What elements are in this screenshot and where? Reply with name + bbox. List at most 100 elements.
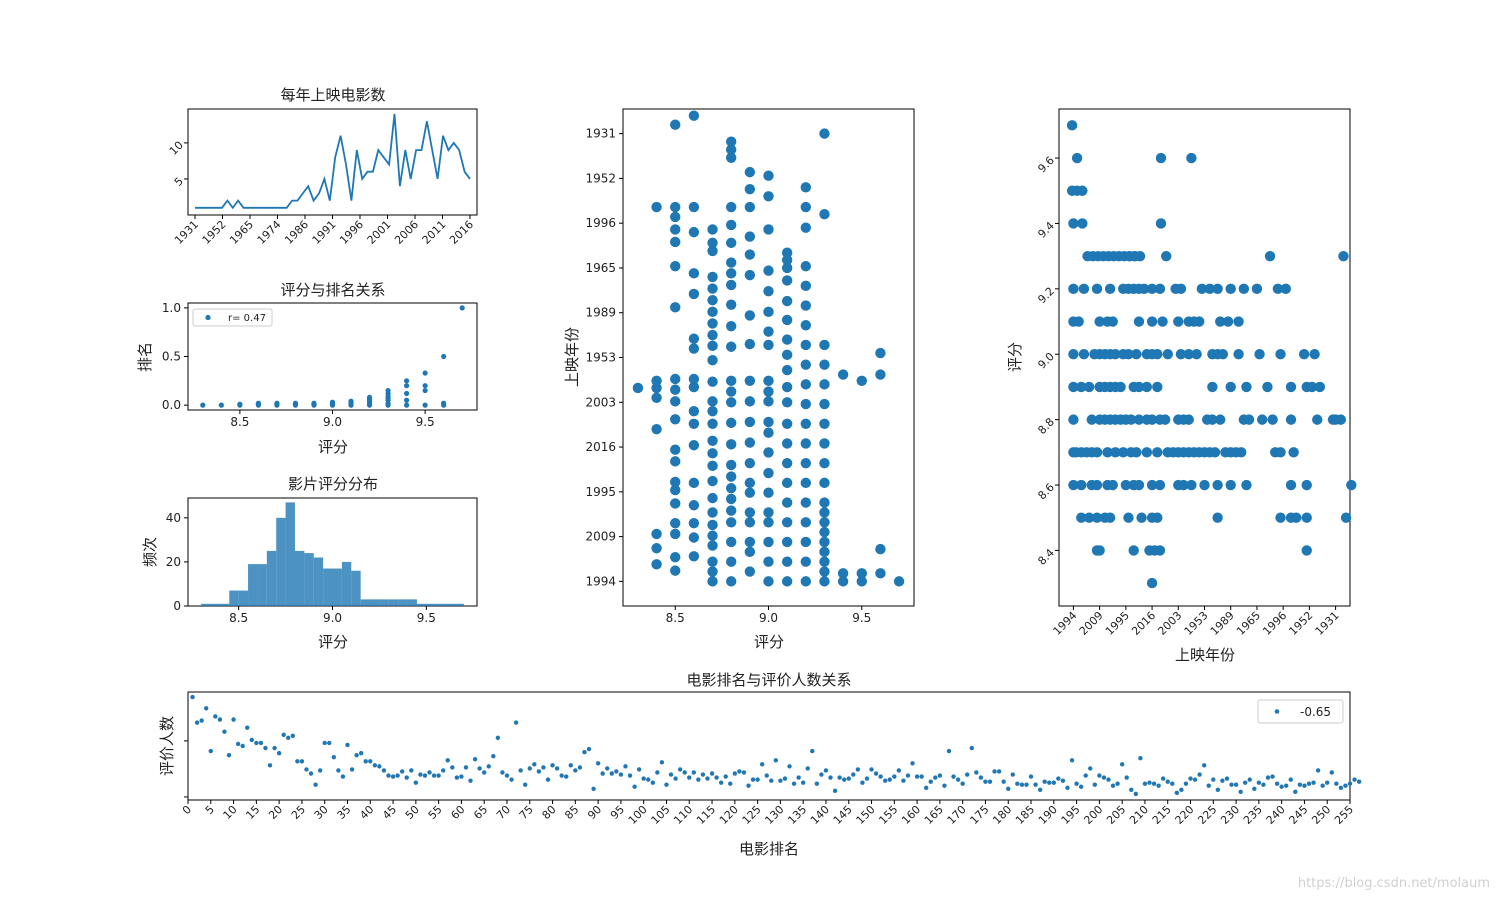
score-year-point (763, 386, 774, 397)
rank-votes-point (591, 786, 596, 791)
year-score-point (1133, 479, 1145, 491)
year-count-xtick-label: 2011 (420, 218, 449, 247)
rank-votes-xtick-label: 40 (357, 803, 376, 822)
score-year-point (744, 546, 756, 558)
score-rank-point (422, 383, 428, 389)
score-year-point (744, 437, 756, 448)
score-year-point (707, 237, 718, 249)
score-year-ytick-label: 1996 (585, 216, 616, 230)
rank-votes-point (568, 763, 573, 768)
rank-votes-point (368, 759, 373, 764)
score-rank-point (404, 397, 410, 403)
rank-votes-point (504, 773, 510, 778)
year-score-point (1178, 479, 1189, 491)
year-score-point (1212, 479, 1223, 491)
rank-votes-xtick-label: 155 (876, 803, 900, 827)
rank-votes-xtick-label: 100 (626, 803, 650, 827)
score-year-point (725, 341, 737, 352)
score-year-point (725, 237, 737, 249)
score-hist-bar (379, 599, 389, 606)
year-score-ytick-label: 9.0 (1035, 350, 1057, 372)
score-year-point (725, 483, 737, 494)
score-year-ytick-label: 1931 (585, 127, 616, 141)
score-year-point (725, 144, 737, 155)
score-year-point (725, 136, 737, 147)
year-score-point (1091, 447, 1103, 458)
rank-votes-point (668, 772, 674, 777)
score-year-point (819, 209, 830, 220)
score-year-ytick-label: 1952 (585, 171, 616, 185)
score-year-point (781, 556, 793, 567)
score-hist-bar (257, 564, 267, 606)
year-score-point (1071, 152, 1083, 164)
score-hist-xtick-label: 9.0 (323, 611, 342, 625)
score-rank-point (422, 387, 428, 394)
score-year-point (725, 375, 737, 386)
rank-votes-xtick-label: 215 (1150, 803, 1174, 827)
year-score-point (1120, 479, 1132, 491)
rank-votes-point (194, 720, 200, 725)
year-score-point (1186, 152, 1197, 164)
year-score-point (1285, 381, 1297, 393)
rank-votes-point (873, 771, 879, 776)
rank-votes-point (841, 777, 847, 782)
score-year-point (707, 245, 718, 257)
rank-votes-point (377, 764, 382, 769)
rank-votes-xtick-label: 70 (494, 803, 513, 822)
score-year-point (875, 568, 886, 579)
year-score-point (1212, 512, 1223, 523)
year-score-point (1173, 316, 1184, 327)
rank-votes-point (810, 748, 815, 754)
rank-votes-point (272, 745, 277, 751)
score-rank-point (366, 394, 373, 400)
score-year-point (744, 536, 756, 548)
score-hist-bar (248, 564, 258, 606)
rank-votes-point (718, 780, 724, 785)
year-score-point (1068, 381, 1079, 393)
score-rank-ytick-label: 0.0 (162, 398, 181, 412)
score-year-point (707, 318, 718, 329)
score-year-point (707, 406, 718, 417)
rank-votes-point (500, 770, 505, 775)
score-year-point (670, 396, 681, 407)
rank-votes-point (208, 748, 213, 754)
rank-votes-point (1083, 773, 1088, 778)
score-year-point (800, 260, 812, 272)
rank-votes-point (978, 775, 984, 780)
score-year-point (819, 418, 830, 429)
year-count-xtick-label: 1952 (200, 218, 229, 247)
rank-votes-point (887, 777, 892, 782)
year-score-point (1133, 381, 1145, 393)
rank-votes-point (1247, 777, 1252, 782)
rank-votes-point (281, 732, 286, 737)
score-year-point (819, 566, 830, 577)
rank-votes-point (687, 775, 692, 780)
year-score-point (1204, 283, 1215, 295)
year-score-point (1233, 316, 1244, 327)
score-year-point (670, 236, 681, 248)
year-score-ytick-label: 9.4 (1035, 219, 1057, 241)
rank-votes-point (595, 761, 601, 766)
year-score-point (1115, 381, 1126, 393)
score-year-point (781, 314, 793, 326)
score-year-point (670, 456, 681, 467)
year-score-xtick-label: 2003 (1155, 609, 1184, 638)
rank-votes-point (1284, 783, 1289, 788)
rank-votes-point (924, 785, 929, 790)
score-year-point (763, 536, 774, 548)
rank-votes-point (1206, 783, 1211, 788)
score-year-point (819, 438, 830, 449)
score-year-point (670, 484, 681, 496)
year-score-point (1110, 349, 1121, 360)
score-year-point (725, 459, 737, 471)
year-score-point (1077, 218, 1088, 229)
score-rank-ylabel: 排名 (136, 342, 154, 372)
score-year-point (651, 201, 662, 213)
score-year-point (819, 556, 830, 567)
score-year-point (744, 507, 756, 518)
rank-votes-point (1211, 777, 1216, 782)
year-score-point (1131, 447, 1142, 458)
rank-votes-xtick-label: 205 (1104, 803, 1128, 827)
score-year-point (800, 339, 812, 351)
year-score-ytick-label: 8.8 (1035, 415, 1057, 437)
